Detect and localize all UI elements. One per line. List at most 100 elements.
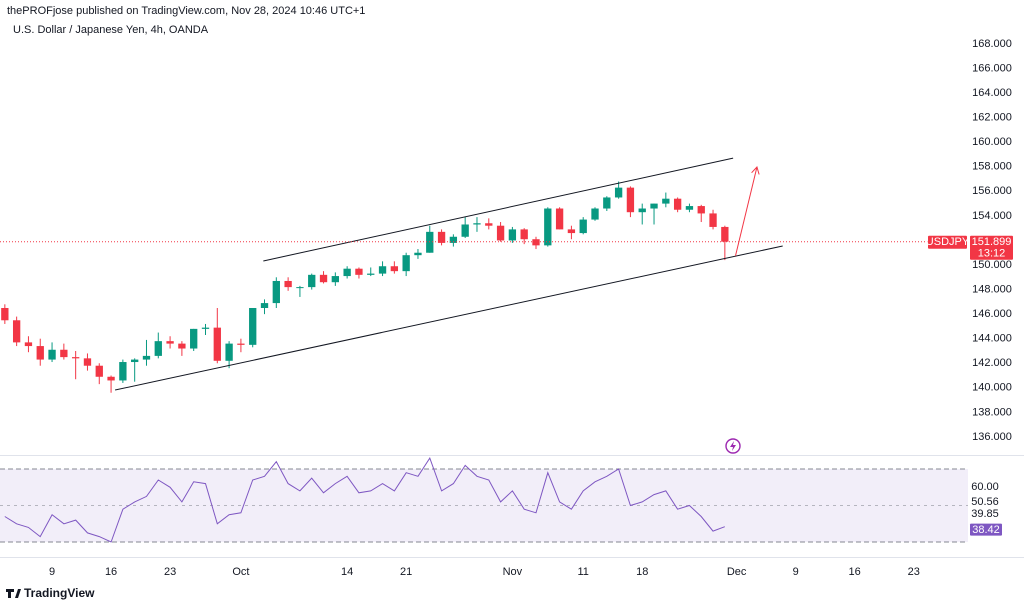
x-tick-label: 23 (164, 566, 176, 578)
candle-body (426, 231, 434, 253)
symbol-tag (928, 235, 967, 249)
candle-body (662, 198, 670, 204)
x-tick-label: Dec (727, 566, 747, 578)
y-tick-label: 148.000 (972, 283, 1012, 295)
candle-body (142, 355, 151, 360)
candle-body (591, 208, 599, 220)
rsi-tick-label: 60.00 (971, 481, 999, 493)
rsi-tick-label: 39.85 (971, 508, 999, 520)
header: thePROFjose published on TradingView.com… (7, 5, 365, 17)
candle-body (225, 343, 233, 361)
candle-body (201, 327, 210, 329)
x-tick-label: Nov (503, 566, 523, 578)
y-tick-label: 142.000 (972, 357, 1012, 369)
lightning-icon[interactable] (725, 438, 741, 454)
candle-body (1, 307, 9, 321)
x-tick-label: 14 (341, 566, 353, 578)
countdown: 13:12 (978, 248, 1006, 260)
candle-body (319, 274, 328, 283)
y-tick-label: 164.000 (972, 87, 1012, 99)
y-tick-label: 136.000 (972, 431, 1012, 443)
candle-body (638, 208, 646, 213)
candle-body (390, 266, 399, 272)
candle-body (83, 358, 92, 366)
candle-body (131, 359, 139, 363)
x-tick-label: Oct (232, 566, 249, 578)
candle-body (567, 229, 576, 234)
y-tick-label: 156.000 (972, 185, 1012, 197)
x-tick-label: 21 (400, 566, 412, 578)
x-tick-label: 23 (908, 566, 920, 578)
candle-body (166, 341, 174, 344)
candle-body (485, 223, 493, 226)
candle-body (437, 231, 446, 243)
candle-body (579, 219, 587, 234)
price-tag-text: 151.899 (972, 236, 1012, 248)
x-tick-label: 9 (793, 566, 799, 578)
candle-body (496, 225, 505, 241)
x-tick-label: 11 (577, 566, 588, 578)
candle-body (213, 327, 221, 361)
chart-title: U.S. Dollar / Japanese Yen, 4h, OANDA (13, 24, 209, 36)
rsi-tick-label: 50.56 (971, 496, 999, 508)
candle-body (24, 342, 33, 347)
candle-body (12, 320, 21, 343)
x-tick-label: 16 (105, 566, 117, 578)
candle-body (697, 206, 705, 214)
candle-body (520, 229, 528, 240)
candle-body (36, 346, 44, 360)
y-tick-label: 150.000 (972, 259, 1012, 271)
footer-brand: TradingView (24, 586, 95, 600)
candle-body (473, 223, 481, 225)
candle-body (260, 303, 269, 308)
y-tick-label: 140.000 (972, 382, 1012, 394)
candle-body (367, 273, 375, 275)
y-tick-label: 166.000 (972, 62, 1012, 74)
x-tick-label: 9 (49, 566, 55, 578)
candle-body (331, 276, 339, 283)
candle-body (603, 197, 611, 209)
candle-body (154, 341, 162, 356)
candle-body (296, 287, 304, 289)
y-tick-label: 168.000 (972, 38, 1012, 50)
candle-body (709, 213, 717, 227)
price-tag (970, 235, 1013, 260)
candle-body (449, 236, 458, 243)
candle-body (249, 307, 257, 345)
y-tick-label: 144.000 (972, 333, 1012, 345)
candle-body (544, 208, 552, 246)
candle-body (48, 349, 56, 360)
candle-body (402, 255, 410, 272)
trendline (734, 168, 756, 257)
candle-body (355, 268, 363, 275)
candle-body (60, 349, 68, 358)
y-tick-label: 162.000 (972, 112, 1012, 124)
rsi-tag-text: 38.42 (972, 524, 1000, 536)
candle-body (508, 229, 517, 241)
symbol-tag-text: USDJPY (926, 236, 970, 248)
rsi-line (4, 457, 725, 543)
y-tick-label: 154.000 (972, 210, 1012, 222)
rsi-tag (970, 523, 1002, 536)
y-tick-label: 158.000 (972, 161, 1012, 173)
candle-body (461, 224, 469, 237)
y-tick-label: 160.000 (972, 136, 1012, 148)
candle-body (237, 343, 245, 345)
x-tick-label: 18 (636, 566, 648, 578)
candle-body (95, 365, 103, 377)
candle-body (378, 266, 387, 274)
candle-body (72, 357, 80, 359)
y-tick-label: 138.000 (972, 406, 1012, 418)
candle-body (119, 362, 127, 381)
candle-body (107, 376, 115, 381)
candle-body (532, 239, 540, 246)
candle-body (685, 206, 694, 210)
y-tick-label: 146.000 (972, 308, 1012, 320)
candle-body (626, 187, 635, 213)
candle-body (414, 252, 422, 256)
candle-body (343, 268, 351, 277)
candle-body (673, 198, 682, 210)
x-tick-label: 16 (849, 566, 861, 578)
